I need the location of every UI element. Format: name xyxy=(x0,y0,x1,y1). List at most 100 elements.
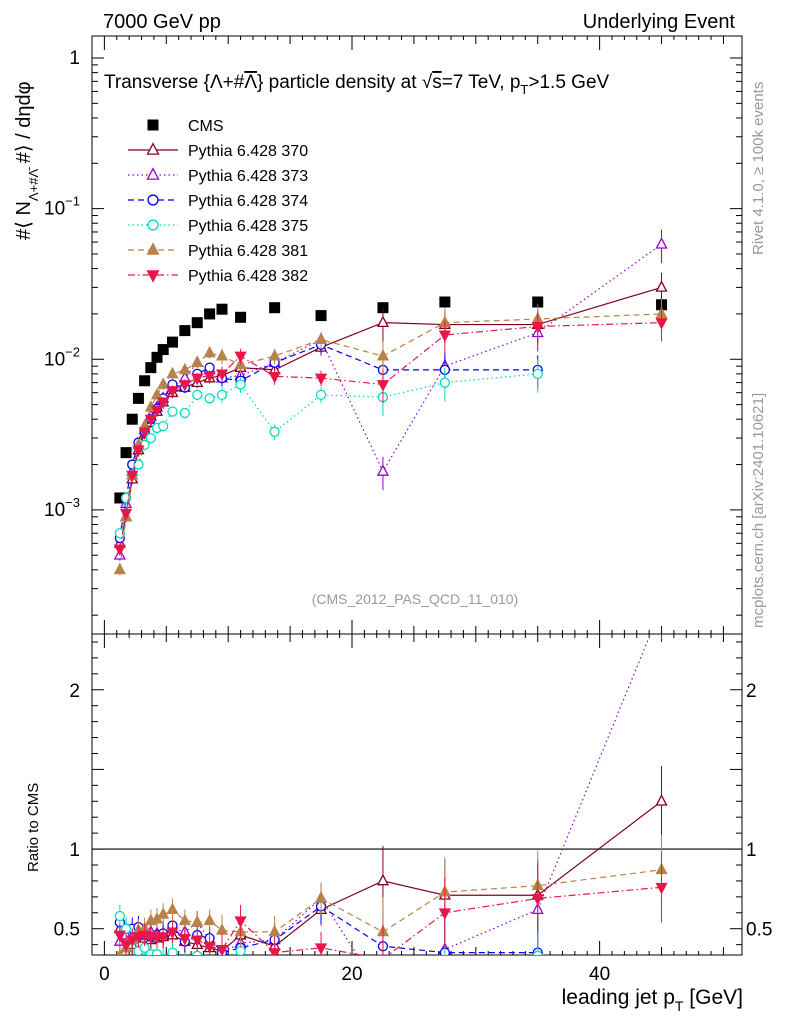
data-point-square xyxy=(151,351,163,363)
data-point-circle xyxy=(204,393,215,404)
ratio-series-line xyxy=(119,634,652,955)
legend-label: Pythia 6.428 382 xyxy=(188,268,308,285)
ratio-y-axis-title: Ratio to CMS xyxy=(25,783,42,872)
data-point-triangle-down xyxy=(376,380,390,392)
data-point-square xyxy=(269,302,281,314)
data-point-triangle-down xyxy=(113,544,126,557)
data-point-triangle-down xyxy=(203,941,216,954)
series-line xyxy=(119,313,662,570)
data-point-circle xyxy=(147,219,159,231)
data-point-triangle-down xyxy=(314,373,328,386)
legend-label: Pythia 6.428 373 xyxy=(188,168,308,185)
main-y-tick-label: 1 xyxy=(69,48,80,69)
data-point-circle xyxy=(114,910,126,922)
main-y-axis-title: #⟨ NΛ+#Λ̄ #⟩ / dηdφ xyxy=(13,81,41,240)
data-point-square xyxy=(179,325,191,337)
data-point-triangle-up xyxy=(150,387,164,400)
data-point-circle xyxy=(167,947,178,955)
main-y-tick-label: 10−2 xyxy=(44,344,80,370)
data-point-triangle-down xyxy=(157,397,170,410)
ratio-y-tick-label-right: 2 xyxy=(746,681,757,702)
data-point-triangle-down xyxy=(146,270,160,283)
series-pythia-6-428-370 xyxy=(113,272,668,549)
analysis-label: (CMS_2012_PAS_QCD_11_010) xyxy=(312,591,519,607)
data-point-square xyxy=(139,375,151,387)
data-point-triangle-up xyxy=(157,907,170,919)
data-point-triangle-up xyxy=(203,345,216,358)
legend-entry: Pythia 6.428 373 xyxy=(128,167,308,185)
data-point-square xyxy=(132,392,144,404)
data-point-triangle-down xyxy=(234,916,247,928)
data-point-triangle-up xyxy=(655,794,668,806)
data-point-triangle-down xyxy=(157,932,170,944)
data-point-triangle-up xyxy=(166,902,179,914)
data-point-triangle-down xyxy=(178,380,191,392)
data-point-triangle-up xyxy=(657,601,667,611)
data-point-triangle-up xyxy=(376,873,390,886)
data-point-circle xyxy=(317,956,326,965)
data-point-circle xyxy=(192,950,203,955)
data-point-circle xyxy=(440,958,449,967)
data-point-triangle-down xyxy=(531,322,544,334)
axes-layer: 10−3 10−2 10−1 1 0 20 40 0.5 0.5 1 1 2 2 xyxy=(44,35,772,985)
ratio-y-tick-label-right: 1 xyxy=(746,840,757,861)
data-point-triangle-up xyxy=(314,332,328,345)
data-point-square xyxy=(157,344,169,356)
data-point-triangle-up xyxy=(268,924,281,937)
data-point-triangle-up xyxy=(113,562,126,575)
legend-entry: Pythia 6.428 375 xyxy=(128,218,308,235)
legend-label: Pythia 6.428 370 xyxy=(188,143,308,160)
data-point-triangle-down xyxy=(178,933,191,946)
data-point-square xyxy=(191,317,203,329)
data-point-triangle-down xyxy=(113,930,126,943)
data-point-triangle-up xyxy=(178,913,191,926)
data-point-triangle-down xyxy=(150,405,164,418)
data-point-triangle-down xyxy=(191,935,204,948)
data-point-circle xyxy=(269,426,280,437)
data-point-triangle-up xyxy=(146,167,160,180)
data-point-circle xyxy=(378,964,387,973)
data-point-triangle-up xyxy=(376,464,390,476)
data-point-square xyxy=(315,310,327,322)
data-point-circle xyxy=(180,959,189,968)
data-point-square xyxy=(120,447,132,459)
data-point-triangle-up xyxy=(157,377,170,389)
data-point-triangle-up xyxy=(146,242,160,255)
rivet-version-label: Rivet 4.1.0, ≥ 100k events xyxy=(750,82,767,255)
data-point-triangle-down xyxy=(376,954,390,955)
header-right: Underlying Event xyxy=(583,11,736,33)
ratio-plot-data xyxy=(113,601,668,989)
data-point-square xyxy=(532,296,544,308)
ratio-series-pythia-6-428-382 xyxy=(113,852,668,955)
data-point-square xyxy=(145,362,157,374)
data-point-triangle-down xyxy=(655,882,668,895)
data-point-circle xyxy=(133,459,144,470)
data-point-circle xyxy=(147,194,159,206)
data-point-triangle-down xyxy=(438,330,451,343)
data-point-triangle-up xyxy=(191,915,204,927)
data-point-square xyxy=(216,303,228,315)
data-point-triangle-down xyxy=(314,943,328,955)
data-point-circle xyxy=(151,949,163,955)
data-point-circle xyxy=(439,377,451,388)
data-point-square xyxy=(235,311,247,323)
legend-entry: Pythia 6.428 382 xyxy=(128,268,308,285)
data-point-triangle-down xyxy=(126,470,139,483)
series-pythia-6-428-381 xyxy=(113,299,668,576)
data-point-square xyxy=(204,308,216,320)
data-point-triangle-down xyxy=(132,932,145,944)
data-point-circle xyxy=(159,953,167,955)
data-point-triangle-down xyxy=(531,894,544,906)
data-point-triangle-up xyxy=(268,348,281,361)
data-point-circle xyxy=(270,980,279,989)
chart-title: Transverse {Λ+#Λ} particle density at √s… xyxy=(104,72,610,97)
data-point-triangle-down xyxy=(438,908,451,920)
ratio-series-line xyxy=(119,800,662,952)
data-point-triangle-up xyxy=(116,948,124,955)
x-tick-label: 20 xyxy=(341,964,362,985)
data-point-triangle-up xyxy=(215,923,229,935)
series-line xyxy=(119,243,662,556)
data-point-triangle-down xyxy=(215,369,229,382)
x-tick-label: 40 xyxy=(589,964,610,985)
legend-label: CMS xyxy=(188,118,224,135)
